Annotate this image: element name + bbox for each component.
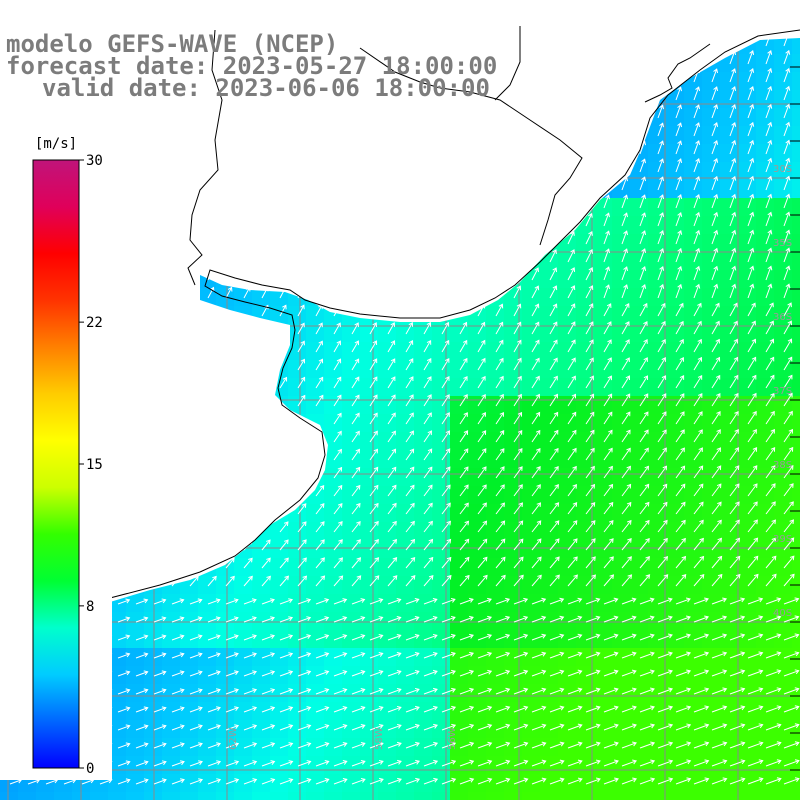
latitude-label: 30S [773,164,792,175]
land-mask [0,0,800,622]
coastline [17,26,800,616]
lake-shore [494,26,521,101]
river-border-2 [359,47,583,246]
legend-tick-label: 30 [86,153,103,169]
coastline-main [17,29,800,616]
coast-north [644,43,711,103]
latitude-label: 37S [773,386,792,397]
latitude-label: 35S [773,238,792,249]
legend-tick-label: 15 [86,457,103,473]
river-border-1 [187,29,223,286]
color-legend: [m/s] 30 22 15 8 0 [0,130,112,780]
latitude-label: 36S [773,312,792,323]
longitude-label: 56W [447,727,458,750]
legend-ticks: 30 22 15 8 0 [79,153,103,777]
legend-tick-label: 0 [86,761,94,777]
latitude-labels: 30S 35S 36S 37S 38S 39S 40S [773,164,792,619]
land-area [0,0,800,622]
forecast-date: forecast date: 2023-05-27 18:00:00 [6,52,498,80]
valid-date: valid date: 2023-06-06 18:00:00 [42,74,490,102]
latitude-label: 40S [773,608,792,619]
longitude-label: 58W [374,727,385,750]
model-title: modelo GEFS-WAVE (NCEP) [6,30,339,58]
longitude-label: 62W [228,727,239,750]
legend-tick-label: 8 [86,599,94,615]
legend-tick-label: 22 [86,315,103,331]
latitude-label: 39S [773,534,792,545]
wind-vectors [9,31,800,785]
legend-units: [m/s] [35,136,77,152]
legend-color-scale [32,159,80,769]
latitude-label: 38S [773,460,792,471]
